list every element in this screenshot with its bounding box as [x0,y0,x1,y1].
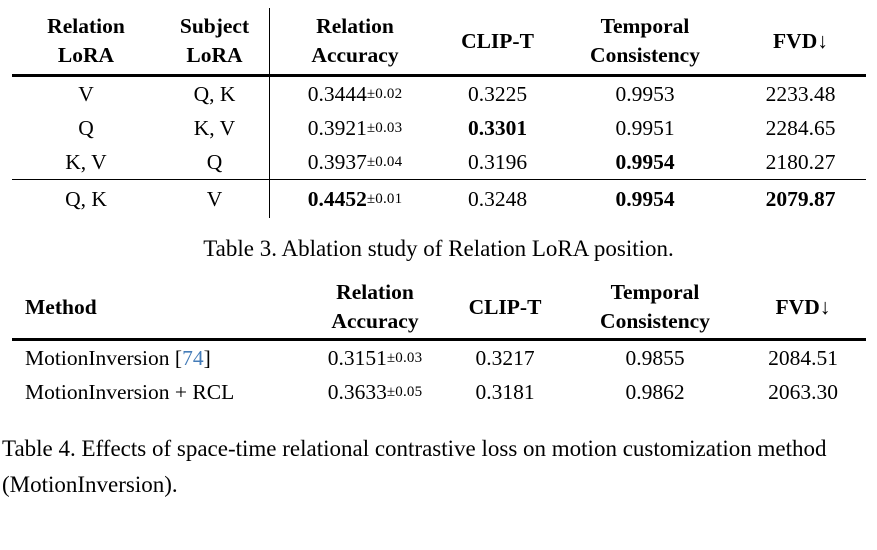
cell-fvd: 2284.65 [765,116,836,140]
cell-relation-accuracy: 0.3921 ±0.03 [270,111,440,145]
cell-temporal-consistency: 0.9862 [625,380,685,404]
cell-method: MotionInversion [74] [12,341,310,375]
cell-temporal-consistency: 0.9953 [615,82,675,106]
col-header-subject-lora: Subject LoRA [160,8,270,74]
cell-clip-t: 0.3181 [475,380,535,404]
cell-relation-accuracy: 0.3444 ±0.02 [270,77,440,111]
table3-header-row: Relation LoRA Subject LoRA Relation Accu… [12,8,866,77]
table-row: Q, K V 0.4452 ±0.01 0.3248 0.9954 2079.87 [12,179,866,218]
table3-caption: Table 3. Ablation study of Relation LoRA… [203,236,674,261]
cell-clip-t: 0.3196 [467,150,528,174]
cell-temporal-consistency: 0.9855 [625,346,685,370]
uncertainty: ±0.04 [366,154,403,170]
col-header-clip-t: CLIP-T [461,28,534,53]
cell-relation-lora: Q [78,116,94,140]
cell-subject-lora: K, V [160,111,270,145]
col-header-relation-accuracy: Relation Accuracy [331,280,419,333]
col-header-clip-t: CLIP-T [468,294,542,319]
cell-fvd: 2063.30 [768,380,838,404]
col-header-fvd: FVD↓ [773,28,828,53]
col-header-fvd: FVD↓ [775,294,831,319]
cell-temporal-consistency: 0.9951 [615,116,675,140]
cell-fvd: 2079.87 [765,187,836,211]
cell-method: MotionInversion + RCL [25,380,235,404]
cell-relation-accuracy: 0.3151 ±0.03 [310,341,440,375]
cell-clip-t: 0.3217 [475,346,535,370]
table-row: K, V Q 0.3937 ±0.04 0.3196 0.9954 2180.27 [12,145,866,179]
col-header-temporal-consistency: Temporal Consistency [590,14,700,67]
cell-relation-lora: K, V [65,150,107,174]
cell-fvd: 2180.27 [765,150,836,174]
cell-clip-t: 0.3225 [467,82,528,106]
table4: Method Relation Accuracy CLIP-T Temporal… [12,276,866,409]
table4-header-row: Method Relation Accuracy CLIP-T Temporal… [12,276,866,341]
cell-relation-lora: Q, K [65,187,107,211]
cell-subject-lora: Q [160,145,270,179]
cell-temporal-consistency: 0.9954 [615,150,675,174]
table-row: MotionInversion + RCL 0.3633 ±0.05 0.3181… [12,375,866,409]
cell-relation-lora: V [78,82,94,106]
cell-fvd: 2233.48 [765,82,836,106]
table-row: MotionInversion [74] 0.3151 ±0.03 0.3217 … [12,341,866,375]
cell-relation-accuracy: 0.4452 ±0.01 [270,180,440,218]
col-header-temporal-consistency: Temporal Consistency [600,280,710,333]
uncertainty: ±0.02 [366,86,403,102]
cell-subject-lora: V [160,180,270,218]
cell-clip-t: 0.3248 [467,187,528,211]
table3: Relation LoRA Subject LoRA Relation Accu… [12,8,866,218]
table-row: V Q, K 0.3444 ±0.02 0.3225 0.9953 2233.48 [12,77,866,111]
cell-clip-t: 0.3301 [467,116,528,140]
col-header-relation-lora: Relation LoRA [47,14,125,67]
cell-fvd: 2084.51 [768,346,838,370]
col-header-method: Method [25,294,97,319]
paper-tables-figure: Relation LoRA Subject LoRA Relation Accu… [0,8,877,550]
uncertainty: ±0.05 [386,384,423,400]
col-header-relation-accuracy: Relation Accuracy [311,14,399,67]
cell-temporal-consistency: 0.9954 [615,187,675,211]
uncertainty: ±0.03 [366,120,403,136]
citation-link-74[interactable]: 74 [182,346,204,370]
table4-caption: Table 4. Effects of space-time relationa… [2,436,827,497]
uncertainty: ±0.03 [386,350,423,366]
table-row: Q K, V 0.3921 ±0.03 0.3301 0.9951 2284.65 [12,111,866,145]
cell-relation-accuracy: 0.3633 ±0.05 [310,375,440,409]
uncertainty: ±0.01 [366,191,403,207]
cell-subject-lora: Q, K [160,77,270,111]
cell-relation-accuracy: 0.3937 ±0.04 [270,145,440,179]
